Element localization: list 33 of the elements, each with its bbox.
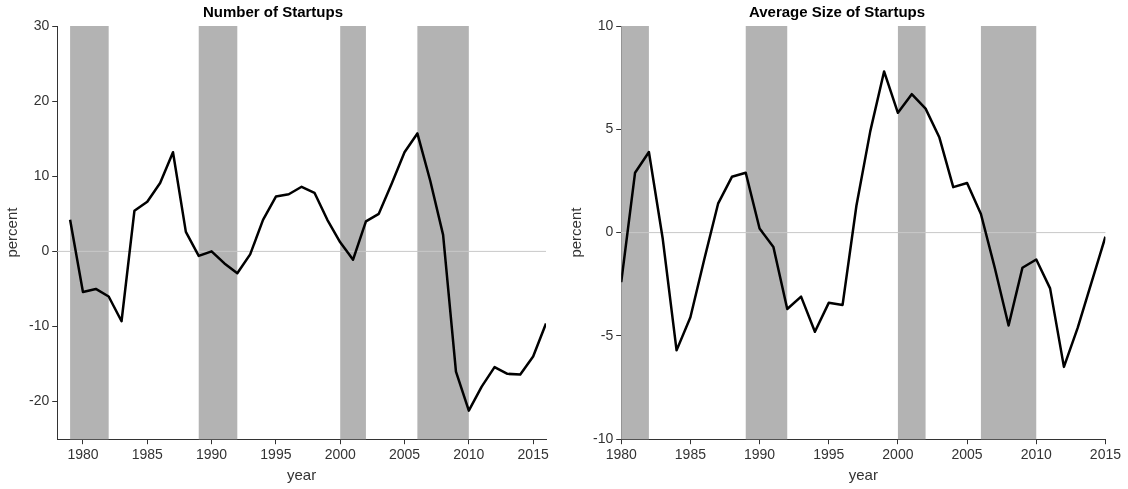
x-tick-label: 1995	[813, 446, 845, 463]
y-axis-title: percent	[3, 206, 21, 258]
x-tick-label: 2010	[1020, 446, 1053, 463]
chart-title: Number of Startups	[202, 3, 344, 21]
y-tick-label: 10	[33, 167, 50, 184]
x-tick-label: 1985	[131, 446, 164, 463]
y-tick-label: -5	[600, 326, 614, 343]
y-tick-label: 10	[597, 16, 614, 33]
x-tick-label: 1980	[605, 446, 638, 463]
y-tick-label: 30	[33, 16, 50, 33]
x-tick-label: 1980	[67, 446, 99, 463]
x-tick-label: 2010	[453, 446, 485, 463]
x-tick-label: 2015	[517, 446, 549, 463]
chart-title: Average Size of Startups	[748, 3, 926, 21]
y-tick-label: 5	[605, 120, 614, 137]
y-tick-label: 0	[41, 242, 50, 259]
x-tick-label: 1995	[260, 446, 292, 463]
x-tick-label: 2015	[1089, 446, 1122, 463]
y-tick-label: -10	[593, 430, 614, 447]
x-tick-label: 1985	[674, 446, 707, 463]
y-tick-label: -10	[29, 317, 50, 334]
x-tick-label: 1990	[196, 446, 228, 463]
x-tick-label: 2005	[951, 446, 983, 463]
y-tick-label: 0	[605, 223, 614, 240]
y-tick-label: 20	[33, 91, 50, 108]
x-tick-label: 2000	[882, 446, 914, 463]
x-tick-label: 2005	[388, 446, 421, 463]
x-axis-title: year	[848, 466, 878, 484]
y-axis-title: percent	[567, 206, 585, 258]
y-tick-label: -20	[29, 392, 50, 409]
x-tick-label: 1990	[744, 446, 776, 463]
x-tick-label: 2000	[324, 446, 356, 463]
x-axis-title: year	[287, 466, 317, 484]
